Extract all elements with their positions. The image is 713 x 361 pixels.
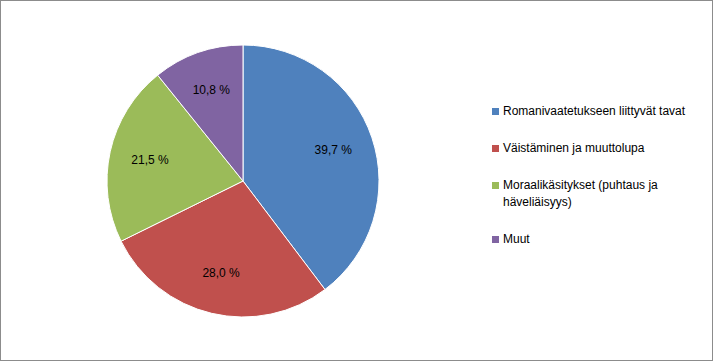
data-label: 28,0 % bbox=[202, 266, 240, 280]
legend: Romanivaatetukseen liittyvät tavat Väistä… bbox=[492, 104, 686, 246]
chart: 39,7 % 28,0 % 21,5 % 10,8 % Romanivaatetukse… bbox=[0, 0, 713, 361]
chart-frame bbox=[1, 1, 713, 361]
pie-slice bbox=[158, 45, 243, 181]
pie bbox=[107, 45, 379, 317]
data-label: 21,5 % bbox=[131, 153, 169, 167]
legend-label-line: Väistäminen ja muuttolupa bbox=[503, 141, 645, 155]
legend-label: Väistäminen ja muuttolupa bbox=[503, 141, 645, 155]
legend-label: Romanivaatetukseen liittyvät tavat bbox=[503, 104, 686, 118]
data-label: 10,8 % bbox=[193, 83, 231, 97]
legend-swatch bbox=[492, 182, 499, 189]
legend-item: Väistäminen ja muuttolupa bbox=[492, 141, 645, 155]
legend-swatch bbox=[492, 108, 499, 115]
data-label: 39,7 % bbox=[315, 143, 353, 157]
legend-item: Muut bbox=[492, 232, 530, 246]
legend-label-line: Muut bbox=[503, 232, 530, 246]
legend-label: Muut bbox=[503, 232, 530, 246]
legend-label-line: Romanivaatetukseen liittyvät tavat bbox=[503, 104, 686, 118]
legend-label-line: Moraalikäsitykset (puhtaus ja bbox=[503, 178, 661, 192]
data-labels: 39,7 % 28,0 % 21,5 % 10,8 % bbox=[131, 83, 352, 279]
legend-label: Moraalikäsitykset (puhtaus ja häveliäisy… bbox=[503, 178, 661, 209]
legend-swatch bbox=[492, 145, 499, 152]
legend-item: Moraalikäsitykset (puhtaus ja häveliäisy… bbox=[492, 178, 661, 209]
legend-swatch bbox=[492, 236, 499, 243]
legend-label-line: häveliäisyys) bbox=[503, 195, 572, 209]
legend-item: Romanivaatetukseen liittyvät tavat bbox=[492, 104, 686, 118]
